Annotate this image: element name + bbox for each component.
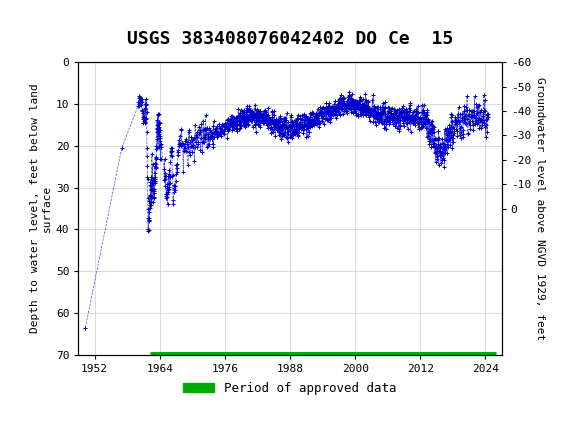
Text: ≡USGS: ≡USGS — [5, 15, 64, 30]
Legend: Period of approved data: Period of approved data — [178, 377, 402, 399]
Text: USGS 383408076042402 DO Ce  15: USGS 383408076042402 DO Ce 15 — [127, 30, 453, 48]
Y-axis label: Groundwater level above NGVD 1929, feet: Groundwater level above NGVD 1929, feet — [535, 77, 545, 340]
Y-axis label: Depth to water level, feet below land
surface: Depth to water level, feet below land su… — [30, 84, 52, 333]
